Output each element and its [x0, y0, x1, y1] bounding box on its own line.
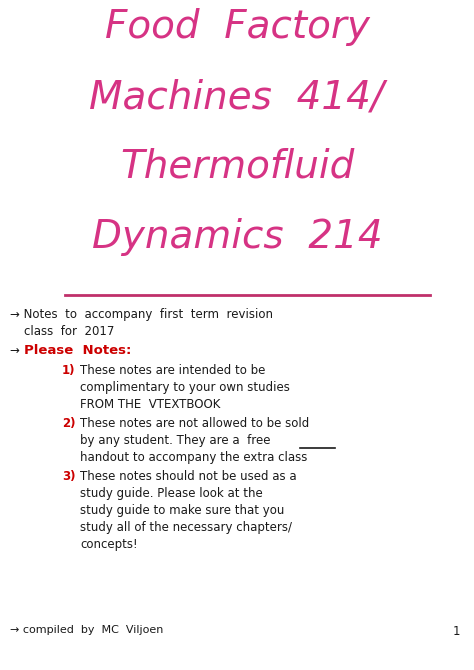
Text: These notes are not allowed to be sold: These notes are not allowed to be sold — [80, 417, 309, 430]
Text: study all of the necessary chapters/: study all of the necessary chapters/ — [80, 521, 292, 534]
Text: 3): 3) — [62, 470, 75, 483]
Text: These notes are intended to be: These notes are intended to be — [80, 364, 265, 377]
Text: study guide. Please look at the: study guide. Please look at the — [80, 487, 263, 500]
Text: Dynamics  214: Dynamics 214 — [91, 218, 383, 256]
Text: → compiled  by  MC  Viljoen: → compiled by MC Viljoen — [10, 625, 164, 635]
Text: 1: 1 — [453, 625, 460, 638]
Text: These notes should not be used as a: These notes should not be used as a — [80, 470, 297, 483]
Text: Food  Factory: Food Factory — [105, 8, 369, 46]
Text: complimentary to your own studies: complimentary to your own studies — [80, 381, 290, 394]
Text: study guide to make sure that you: study guide to make sure that you — [80, 504, 284, 517]
Text: Please  Notes:: Please Notes: — [24, 344, 131, 357]
Text: FROM THE  VTEXTBOOK: FROM THE VTEXTBOOK — [80, 398, 220, 411]
Text: → Notes  to  accompany  first  term  revision: → Notes to accompany first term revision — [10, 308, 273, 321]
Text: concepts!: concepts! — [80, 538, 137, 551]
Text: handout to accompany the extra class: handout to accompany the extra class — [80, 451, 307, 464]
Text: →: → — [10, 344, 24, 357]
Text: 2): 2) — [62, 417, 75, 430]
Text: Thermofluid: Thermofluid — [120, 148, 354, 186]
Text: class  for  2017: class for 2017 — [24, 325, 114, 338]
Text: Machines  414/: Machines 414/ — [90, 78, 384, 116]
Text: 1): 1) — [62, 364, 75, 377]
Text: by any student. They are a  free: by any student. They are a free — [80, 434, 271, 447]
